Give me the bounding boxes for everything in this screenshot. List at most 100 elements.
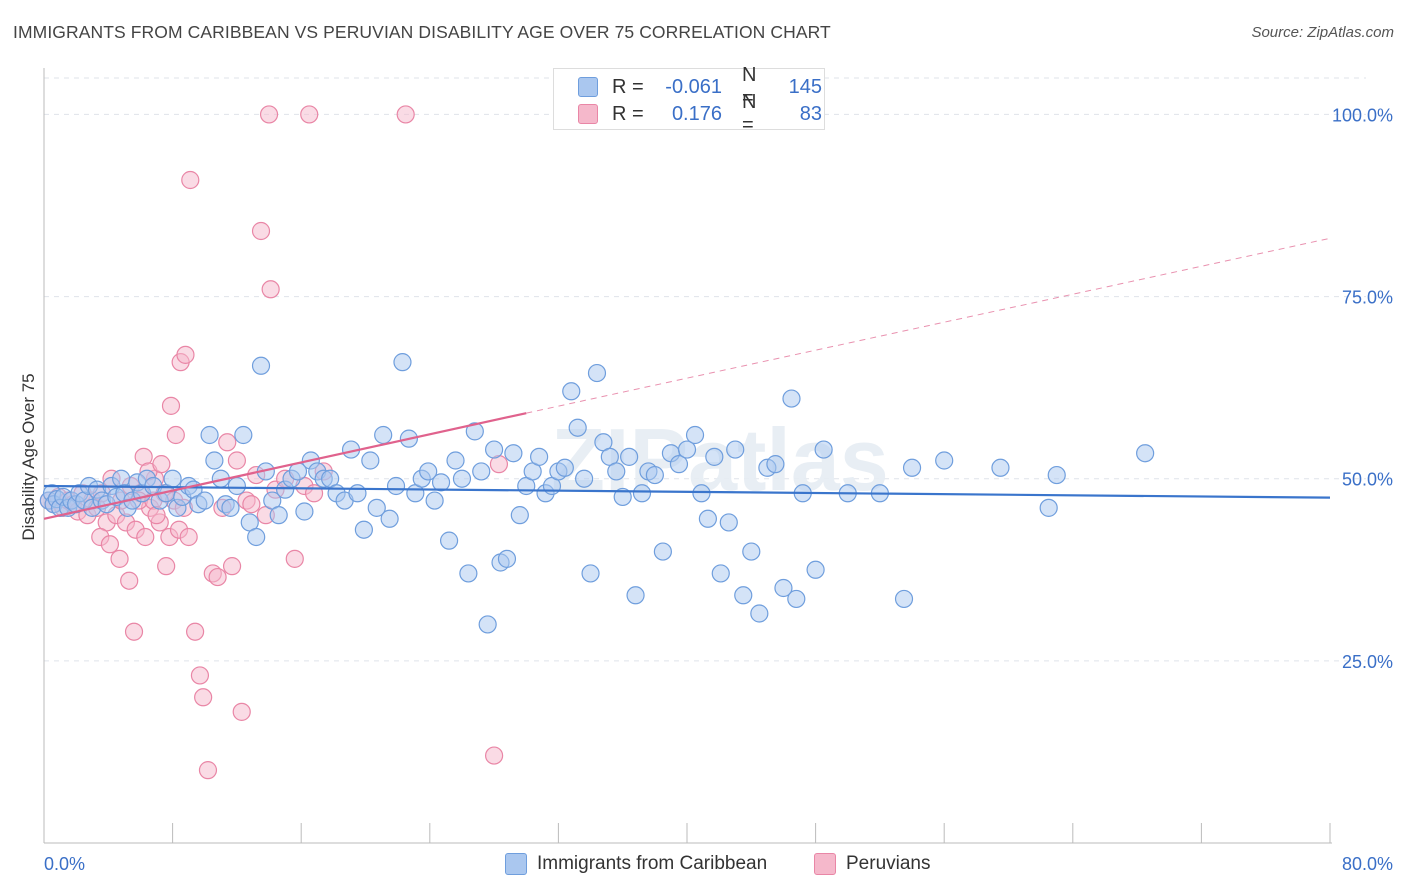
caribbean-point (719, 513, 738, 532)
peruvian-point (218, 433, 237, 452)
caribbean-point (205, 451, 224, 470)
y-tick-label: 100.0% (1332, 105, 1393, 125)
peruvian-point (152, 455, 171, 474)
caribbean-point (247, 527, 266, 547)
peruvian-point (194, 688, 213, 707)
caribbean-point (562, 382, 581, 401)
y-tick-label: 75.0% (1342, 288, 1393, 308)
caribbean-point (587, 363, 607, 383)
caribbean-point (367, 498, 386, 517)
caribbean-point (726, 440, 745, 459)
caribbean-point (575, 469, 594, 488)
caribbean-point (568, 418, 587, 437)
peruvian-trend-line (43, 412, 527, 520)
caribbean-point (510, 506, 529, 525)
caribbean-point (685, 425, 705, 445)
caribbean-point (677, 440, 697, 459)
y-tick-label: 25.0% (1342, 652, 1393, 672)
caribbean-point (935, 451, 954, 470)
caribbean-point (787, 589, 806, 609)
caribbean-point (530, 447, 549, 466)
caribbean-point (669, 455, 689, 474)
caribbean-point (163, 469, 182, 488)
x-tick-label: 0.0% (44, 854, 85, 874)
y-axis-label: Disability Age Over 75 (19, 373, 38, 540)
caribbean-point (902, 458, 922, 477)
caribbean-point (431, 473, 451, 492)
caribbean-point (472, 462, 491, 481)
chart-title: IMMIGRANTS FROM CARIBBEAN VS PERUVIAN DI… (13, 22, 831, 42)
r-value: 0.176 (671, 102, 722, 125)
caribbean-swatch (578, 77, 598, 97)
caribbean-legend-label: Immigrants from Caribbean (537, 853, 768, 874)
peruvian-point (100, 535, 120, 554)
peruvian-point (261, 280, 280, 299)
caribbean-point (766, 455, 785, 474)
peruvian-point (251, 221, 271, 241)
caribbean-point (497, 549, 517, 568)
legend-item-peruvian: Peruvians (814, 852, 931, 876)
caribbean-point (221, 498, 240, 517)
caribbean-point (439, 531, 459, 550)
peruvian-legend-swatch (814, 853, 836, 875)
peruvian-point (166, 425, 185, 445)
caribbean-point (348, 484, 367, 503)
caribbean-point (251, 356, 271, 375)
caribbean-point (607, 462, 626, 481)
caribbean-point (894, 589, 914, 609)
peruvian-point (120, 571, 139, 590)
caribbean-point (632, 484, 652, 503)
caribbean-point (478, 615, 497, 634)
peruvian-point (136, 527, 155, 547)
peruvian-point (124, 622, 144, 641)
peruvian-point (227, 451, 246, 470)
caribbean-point (1047, 465, 1066, 485)
legend-row-peruvian: R = 0.176 N = 83 (578, 91, 822, 136)
peruvian-point (186, 622, 205, 641)
caribbean-point (1039, 498, 1058, 517)
caribbean-point (361, 451, 380, 470)
peruvian-point (232, 702, 251, 721)
caribbean-point (386, 476, 406, 496)
caribbean-trend-line (43, 484, 1331, 499)
n-value: 145 (788, 75, 822, 98)
peruvian-point (396, 105, 415, 124)
peruvian-point (190, 666, 210, 685)
caribbean-point (200, 425, 219, 445)
caribbean-point (195, 491, 214, 510)
peruvian-point (485, 746, 504, 765)
source-label: Source: ZipAtlas.com (1251, 24, 1394, 41)
legend-item-caribbean: Immigrants from Caribbean (505, 852, 767, 876)
caribbean-point (380, 509, 399, 528)
peruvian-point (222, 557, 242, 576)
caribbean-point (774, 578, 793, 598)
caribbean-point (782, 389, 801, 408)
caribbean-point (620, 447, 639, 466)
caribbean-point (374, 425, 393, 445)
x-tick-labels: 0.0% 80.0% (44, 854, 1393, 874)
caribbean-point (653, 542, 672, 561)
caribbean-point (698, 509, 717, 528)
peruvian-legend-label: Peruvians (846, 853, 931, 874)
caribbean-points (39, 353, 1155, 634)
trend-lines (43, 237, 1331, 520)
peruvian-point (176, 345, 195, 364)
peruvian-point (161, 396, 181, 415)
caribbean-point (613, 487, 632, 507)
r-label: R = (612, 102, 644, 125)
peruvian-point (181, 170, 200, 190)
caribbean-point (555, 458, 574, 477)
y-tick-label: 50.0% (1342, 470, 1393, 490)
peruvian-points (39, 105, 509, 780)
caribbean-point (227, 476, 246, 496)
peruvian-point (110, 549, 129, 568)
y-tick-labels: 100.0% 75.0% 50.0% 25.0% (1332, 105, 1393, 671)
caribbean-point (295, 502, 314, 521)
peruvian-point (242, 495, 261, 514)
caribbean-point (711, 564, 730, 583)
caribbean-legend-swatch (505, 853, 527, 875)
peruvian-point (179, 527, 198, 547)
legend-row-caribbean: R = -0.061 N = 145 (578, 64, 822, 109)
caribbean-point (734, 586, 753, 605)
